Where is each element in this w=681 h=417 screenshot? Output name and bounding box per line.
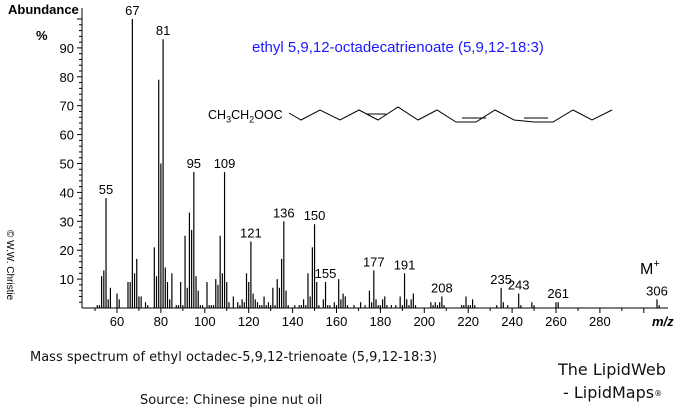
x-tick-label: 180 [370,314,392,329]
figure-caption: Mass spectrum of ethyl octadec-5,9,12-tr… [30,350,438,365]
x-tick-label: 200 [413,314,435,329]
molecular-ion-label: M+ [640,258,660,278]
peak-label: 208 [431,280,453,295]
y-tick-label: 60 [60,128,74,143]
peak-label: 191 [394,257,416,272]
x-tick-label: 260 [545,314,567,329]
brand-lipidmaps: - LipidMaps® [563,383,663,402]
peak-label: 261 [547,286,569,301]
peak-label: 235 [490,272,512,287]
compound-title: ethyl 5,9,12-octadecatrienoate (5,9,12-1… [252,39,544,56]
peak-label: 150 [304,208,326,223]
x-tick-label: 160 [326,314,348,329]
brand-lipidweb: The LipidWeb [558,360,666,379]
y-tick-label: 70 [60,99,74,114]
spectrum-bars [96,19,660,308]
peak-label: 67 [125,3,139,18]
peak-label: 121 [240,226,262,241]
x-tick-label: 80 [154,314,168,329]
y-tick-label: 80 [60,70,74,85]
x-tick-label: 120 [238,314,260,329]
x-axis-title: m/z [652,314,674,329]
x-tick-label: 280 [589,314,611,329]
peak-label: 136 [273,205,295,220]
y-tick-label: 30 [60,214,74,229]
chart-axes [77,8,668,313]
y-tick-label: 50 [60,157,74,172]
x-tick-label: 220 [457,314,479,329]
y-tick-label: 40 [60,185,74,200]
y-axis-unit: % [36,28,48,43]
peak-label: 155 [315,266,337,281]
x-tick-label: 240 [501,314,523,329]
source-note: Source: Chinese pine nut oil [140,393,323,408]
peak-label: 109 [214,156,236,171]
peak-label: 81 [156,23,170,38]
chemical-structure [288,106,613,123]
y-tick-label: 90 [60,41,74,56]
peak-label: 243 [508,278,530,293]
x-tick-label: 100 [194,314,216,329]
structure-formula: CH3CH2OOC [208,108,283,125]
x-tick-label: 60 [110,314,124,329]
peak-label: 95 [187,156,201,171]
x-tick-label: 140 [282,314,304,329]
peak-label: 306 [646,283,668,298]
y-tick-label: 20 [60,243,74,258]
peak-label: 177 [363,254,385,269]
y-tick-label: 10 [60,272,74,287]
y-axis-title: Abundance [8,2,79,17]
tick-labels: 10 20 30 40 50 60 70 80 90 60 80 100 120 140 160 180 200… [60,41,675,329]
peak-label: 55 [99,182,113,197]
